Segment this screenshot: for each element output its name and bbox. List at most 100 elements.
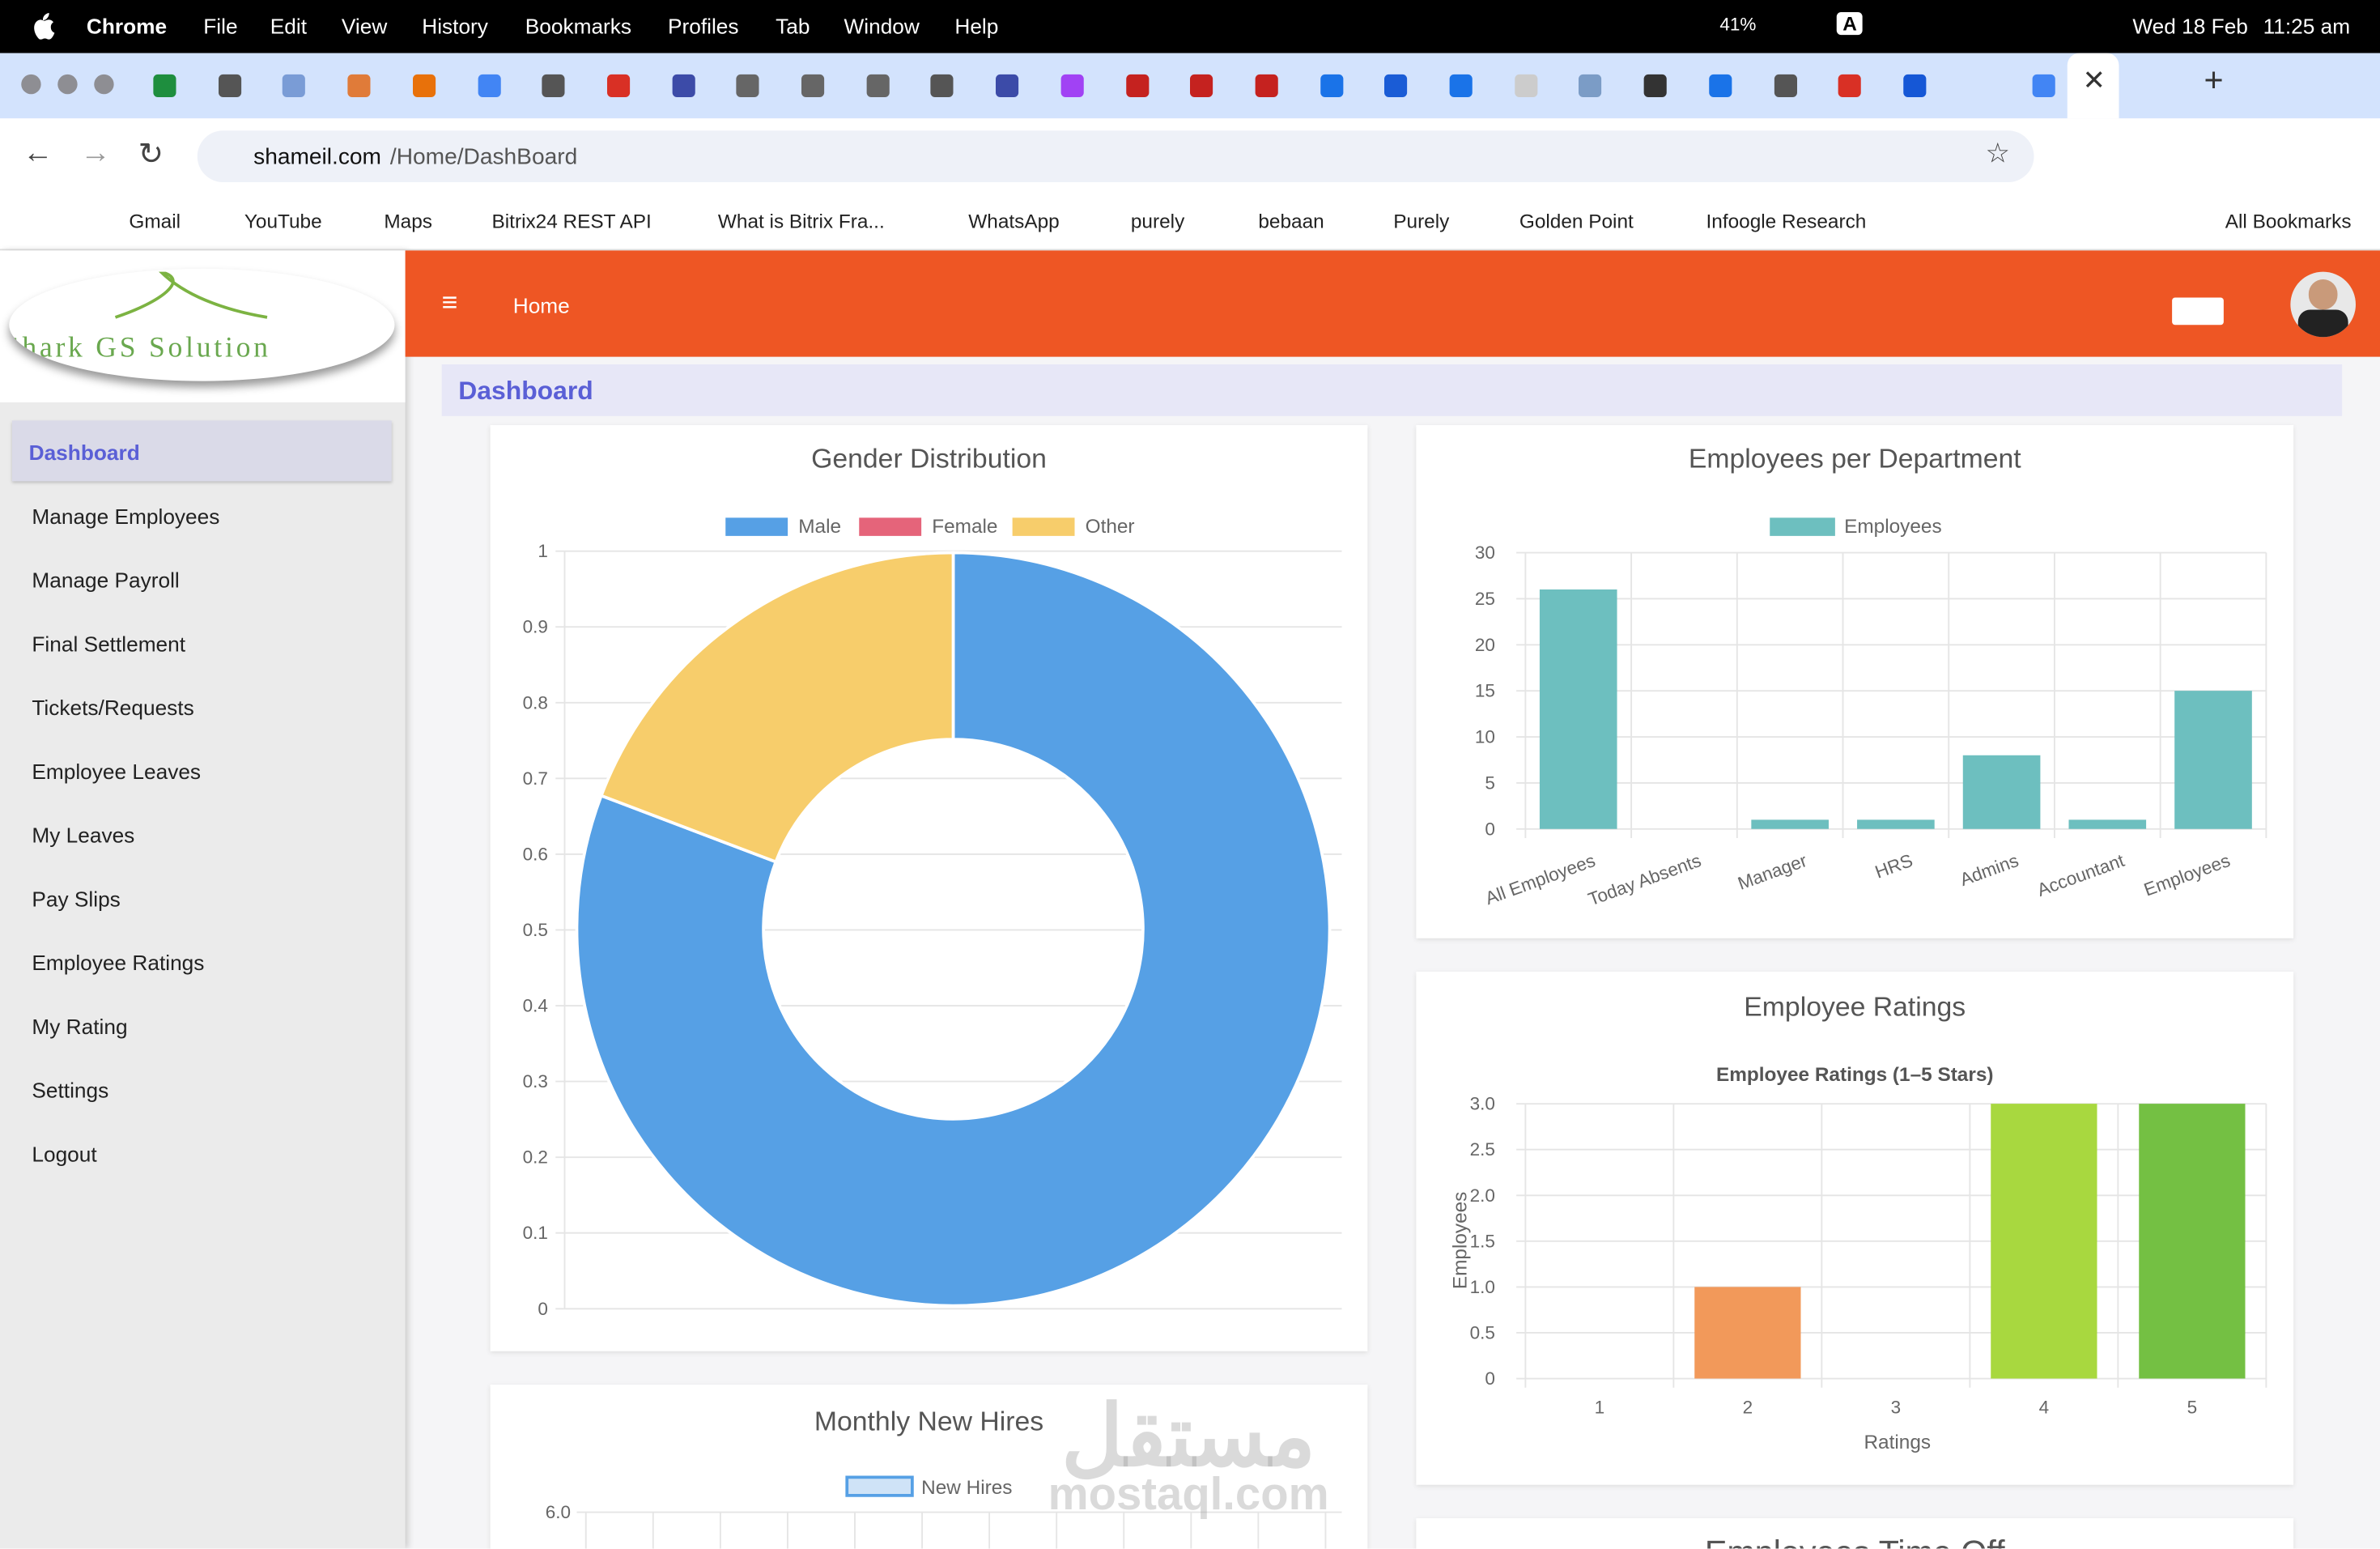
menu[interactable]: Profiles <box>668 13 739 38</box>
all-bookmarks[interactable]: All Bookmarks <box>2225 209 2352 232</box>
menu[interactable]: Tab <box>776 13 810 38</box>
breadcrumb[interactable]: Home <box>512 292 570 317</box>
menu[interactable]: File <box>203 13 238 38</box>
tab-favicon[interactable] <box>1125 74 1149 97</box>
tab-favicon[interactable] <box>1190 74 1213 97</box>
close-tab[interactable]: ✕ <box>2082 65 2106 96</box>
tab-favicon[interactable] <box>1449 74 1473 97</box>
bookmark[interactable]: What is Bitrix Fra... <box>717 209 885 232</box>
y-tick-label: 20 <box>1475 635 1495 655</box>
bar <box>1751 819 1829 829</box>
menu-item[interactable]: Manage Employees <box>32 504 220 529</box>
forward-button[interactable]: → <box>80 136 111 170</box>
x-axis-label: Ratings <box>1864 1432 1931 1453</box>
tab-favicon[interactable] <box>153 74 176 97</box>
tab-favicon[interactable] <box>412 74 436 97</box>
menu-item[interactable]: Settings <box>32 1078 109 1103</box>
x-tick-label: 1 <box>1595 1398 1605 1418</box>
bookmark[interactable]: Gmail <box>129 209 181 232</box>
x-tick-label: Manager <box>1735 850 1809 894</box>
tab-favicon[interactable] <box>801 74 825 97</box>
tab-favicon[interactable] <box>1255 74 1278 97</box>
bookmark[interactable]: Maps <box>384 209 432 232</box>
bookmark-star[interactable]: ☆ <box>1985 138 2010 169</box>
x-tick-label: 5 <box>2187 1398 2198 1418</box>
tab-favicon[interactable] <box>1838 74 1862 97</box>
url-host: shameil.com <box>253 144 382 170</box>
menu[interactable]: History <box>422 13 488 38</box>
x-tick-label: Today Absents <box>1586 850 1704 910</box>
bookmark[interactable]: bebaan <box>1258 209 1324 232</box>
input-source[interactable]: A <box>1836 12 1864 36</box>
window-button[interactable] <box>94 74 114 95</box>
tab-favicon[interactable] <box>736 74 760 97</box>
avatar[interactable] <box>2290 271 2356 338</box>
tab-favicon[interactable] <box>931 74 954 97</box>
tab-favicon[interactable] <box>1320 74 1343 97</box>
y-tick-label: 0.1 <box>523 1223 548 1243</box>
bookmark[interactable]: Bitrix24 REST API <box>491 209 652 232</box>
tab-favicon[interactable] <box>283 74 306 97</box>
back-button[interactable]: ← <box>23 136 53 170</box>
menu[interactable]: Window <box>844 13 920 38</box>
menu-item[interactable]: Manage Payroll <box>32 568 180 593</box>
bar <box>2174 691 2252 829</box>
address-bar[interactable]: shameil.com /Home/DashBoard ☆ <box>197 130 2034 182</box>
chart-title: Monthly New Hires <box>814 1406 1043 1436</box>
tab-favicon[interactable] <box>1643 74 1667 97</box>
active-item[interactable] <box>12 420 392 482</box>
y-tick-label: 0.3 <box>523 1071 548 1092</box>
bookmark[interactable]: Purely <box>1393 209 1450 232</box>
menu-item[interactable]: Employee Ratings <box>32 950 205 975</box>
bookmark[interactable]: YouTube <box>244 209 322 232</box>
menu-item[interactable]: Tickets/Requests <box>32 695 194 720</box>
chart-subtitle: Employee Ratings (1–5 Stars) <box>1716 1064 1994 1086</box>
tab-favicon[interactable] <box>218 74 241 97</box>
tab-favicon[interactable] <box>866 74 890 97</box>
tab-favicon[interactable] <box>1708 74 1732 97</box>
menu-item[interactable]: My Rating <box>32 1014 128 1039</box>
tab-favicon[interactable] <box>1384 74 1408 97</box>
bar <box>1694 1287 1801 1379</box>
menu-item[interactable]: Final Settlement <box>32 632 186 656</box>
tab-favicon[interactable] <box>1514 74 1537 97</box>
menu[interactable]: Edit <box>270 13 307 38</box>
active-tab[interactable] <box>2067 53 2119 119</box>
menu[interactable]: Help <box>954 13 999 38</box>
y-tick-label: 0.2 <box>523 1147 548 1168</box>
tab-favicon[interactable] <box>606 74 630 97</box>
legend-label: Other <box>1086 516 1135 538</box>
bookmark[interactable]: WhatsApp <box>968 209 1060 232</box>
tab-favicon[interactable] <box>671 74 695 97</box>
bookmark[interactable]: Infoogle Research <box>1706 209 1867 232</box>
menu-item[interactable]: Dashboard <box>28 440 140 465</box>
menu-item[interactable]: Employee Leaves <box>32 759 202 784</box>
reload-button[interactable]: ↻ <box>138 138 164 172</box>
new-tab[interactable]: + <box>2204 61 2224 99</box>
y-tick-label: 3.0 <box>1470 1094 1495 1114</box>
tab-favicon[interactable] <box>1773 74 1797 97</box>
menu-item[interactable]: Logout <box>32 1142 97 1166</box>
bookmark[interactable]: Golden Point <box>1519 209 1634 232</box>
bookmark[interactable]: purely <box>1130 209 1185 232</box>
tab-favicon[interactable] <box>2031 74 2055 97</box>
window-button[interactable] <box>21 74 41 95</box>
tab-favicon[interactable] <box>1060 74 1084 97</box>
language-icon[interactable] <box>2172 297 2224 326</box>
window-button[interactable] <box>57 74 78 95</box>
menu[interactable]: Bookmarks <box>525 13 632 38</box>
menu-toggle[interactable]: ≡ <box>441 287 458 317</box>
menu[interactable]: View <box>341 13 388 38</box>
y-tick-label: 0.5 <box>523 920 548 940</box>
tab-favicon[interactable] <box>347 74 371 97</box>
x-tick-label: 3 <box>1891 1398 1902 1418</box>
tab-favicon[interactable] <box>1903 74 1927 97</box>
top-header: ≡ Home <box>405 250 2380 357</box>
menu-item[interactable]: My Leaves <box>32 823 135 848</box>
tab-favicon[interactable] <box>542 74 565 97</box>
tab-favicon[interactable] <box>996 74 1019 97</box>
tab-favicon[interactable] <box>1579 74 1602 97</box>
tab-favicon[interactable] <box>477 74 500 97</box>
menu-item[interactable]: Pay Slips <box>32 887 121 911</box>
